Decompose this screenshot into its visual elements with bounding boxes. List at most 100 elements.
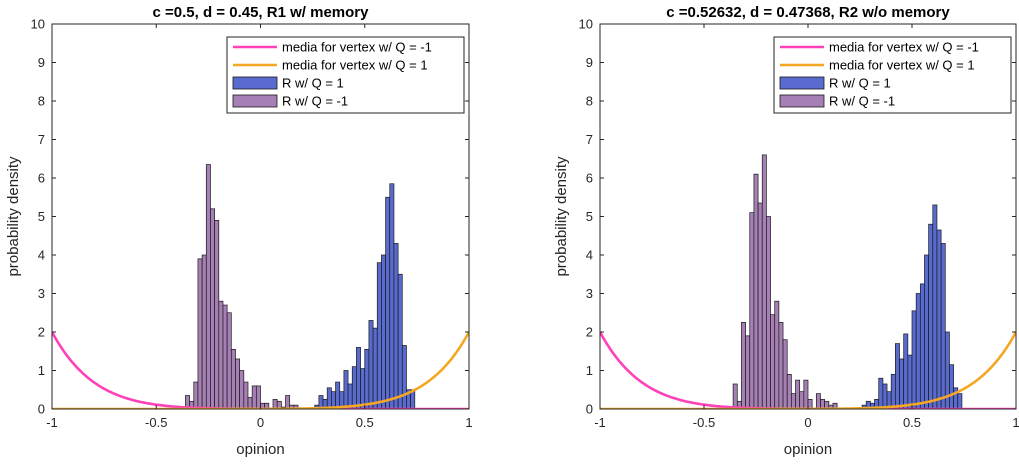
histogram-bar [936, 229, 942, 409]
histogram-bar [247, 397, 253, 409]
histogram-bar [766, 216, 771, 409]
histogram-bar [389, 183, 395, 409]
histogram-bar [890, 374, 896, 409]
histogram-bar [791, 393, 796, 409]
histogram-bar [932, 204, 938, 409]
legend-label: R w/ Q = 1 [829, 76, 891, 91]
legend-swatch-patch [232, 76, 278, 90]
x-tick-label: 0 [804, 415, 811, 430]
histogram-bar [264, 402, 270, 409]
histogram-bar [774, 300, 780, 409]
histogram-bar [239, 370, 245, 409]
histogram-bar [807, 399, 813, 409]
legend-box [226, 36, 465, 114]
histogram-bar [915, 293, 921, 409]
y-tick-label: 9 [586, 55, 593, 70]
legend-label: R w/ Q = -1 [829, 94, 895, 109]
y-axis-label: probability density [5, 156, 22, 277]
histogram-bar [895, 343, 900, 409]
y-tick-label: 4 [38, 248, 45, 263]
histogram-bar [928, 223, 934, 409]
histogram-bar [401, 345, 407, 409]
histogram-bar [903, 333, 909, 409]
legend-item: R w/ Q = -1 [232, 94, 348, 109]
y-axis: 0 1 2 3 4 5 6 7 8 9 10 [31, 17, 469, 417]
histogram-bar [803, 379, 809, 409]
chart-title: c =0.52632, d = 0.47368, R2 w/o memory [666, 4, 950, 21]
histogram-bar [786, 374, 792, 409]
plot-content [600, 154, 1016, 409]
legend-item: R w/ Q = 1 [779, 76, 891, 91]
histogram-q-neg1 [185, 164, 299, 409]
y-tick-label: 4 [586, 248, 593, 263]
histogram-bar [243, 381, 249, 409]
histogram-bar [356, 347, 361, 409]
histogram-bar [732, 383, 738, 409]
histogram-bar [761, 154, 767, 409]
x-tick-label: -0.5 [145, 415, 167, 430]
histogram-bar [364, 348, 370, 409]
histogram-bar [381, 254, 386, 409]
legend-label: media for vertex w/ Q = -1 [829, 40, 979, 55]
y-tick-label: 8 [586, 94, 593, 109]
histogram-bar [197, 258, 203, 409]
histogram-bar [795, 379, 801, 409]
legend-item: media for vertex w/ Q = -1 [233, 40, 432, 55]
legend-swatch-patch [779, 94, 825, 108]
histogram-bar [911, 310, 917, 409]
y-tick-label: 6 [38, 171, 45, 186]
y-tick-label: 2 [38, 325, 45, 340]
y-tick-label: 1 [38, 363, 45, 378]
y-tick-label: 8 [38, 94, 45, 109]
legend-swatch-patch [779, 76, 825, 90]
y-tick-label: 5 [586, 209, 593, 224]
legend-item: media for vertex w/ Q = 1 [780, 58, 975, 73]
x-axis-label: opinion [784, 441, 832, 458]
histogram-bar [230, 348, 236, 409]
histogram-q-neg1 [732, 154, 838, 409]
histogram-q-pos1 [861, 204, 963, 409]
x-tick-label: 1 [465, 415, 472, 430]
legend-label: R w/ Q = -1 [282, 94, 348, 109]
legend-item: R w/ Q = 1 [232, 76, 344, 91]
x-tick-label: 0 [257, 415, 264, 430]
y-tick-label: 0 [38, 402, 45, 417]
histogram-bar [749, 212, 755, 409]
histogram-bar [385, 196, 391, 409]
histogram-bar [741, 322, 746, 409]
y-axis-label: probability density [553, 156, 570, 277]
legend-item: R w/ Q = -1 [779, 94, 895, 109]
legend-swatch-patch [232, 94, 278, 108]
legend: media for vertex w/ Q = -1 media for vert… [226, 36, 465, 114]
histogram-q-pos1 [314, 183, 416, 409]
legend-label: media for vertex w/ Q = 1 [829, 58, 975, 73]
legend-label: media for vertex w/ Q = -1 [282, 40, 432, 55]
x-tick-label: 1 [1012, 415, 1019, 430]
y-tick-label: 7 [586, 132, 593, 147]
y-tick-label: 6 [586, 171, 593, 186]
histogram-bar [753, 173, 759, 409]
x-tick-label: 0.5 [903, 415, 921, 430]
histogram-bar [919, 283, 925, 409]
histogram-bar [210, 208, 215, 409]
histogram-bar [882, 383, 888, 409]
x-axis-label: opinion [236, 441, 284, 458]
y-tick-label: 3 [38, 286, 45, 301]
legend-label: R w/ Q = 1 [282, 76, 344, 91]
histogram-bar [214, 220, 220, 409]
histogram-bar [372, 327, 378, 409]
y-axis: 0 1 2 3 4 5 6 7 8 9 10 [579, 17, 1016, 417]
x-tick-label: -1 [46, 415, 58, 430]
histogram-bar [757, 202, 763, 409]
x-axis: -1 -0.5 0 0.5 1 [46, 24, 473, 430]
histogram-bar [832, 402, 838, 409]
y-tick-label: 7 [38, 132, 45, 147]
histogram-bar [924, 254, 929, 409]
y-tick-label: 0 [586, 402, 593, 417]
legend: media for vertex w/ Q = -1 media for vert… [773, 36, 1012, 114]
chart-title: c =0.5, d = 0.45, R1 w/ memory [153, 4, 370, 21]
y-tick-label: 9 [38, 55, 45, 70]
histogram-bar [285, 395, 291, 409]
histogram-bar [782, 339, 788, 409]
